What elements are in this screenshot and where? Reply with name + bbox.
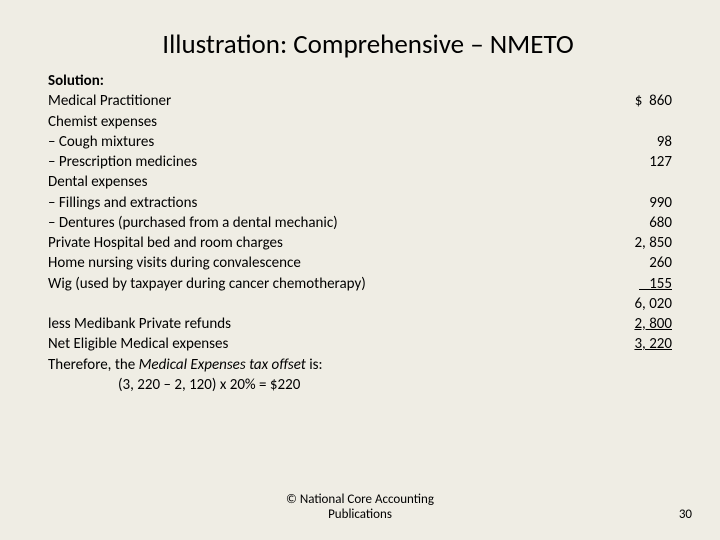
line-item: Dental expenses: [48, 172, 672, 192]
item-label: – Fillings and extractions: [48, 193, 602, 213]
item-label: – Cough mixtures: [48, 132, 602, 152]
item-amount: 260: [602, 253, 672, 273]
line-item: – Fillings and extractions 990: [48, 193, 672, 213]
item-amount: 98: [602, 132, 672, 152]
item-label: less Medibank Private refunds: [48, 314, 602, 334]
calc-line: (3, 220 – 2, 120) x 20% = $220: [48, 375, 672, 395]
solution-label: Solution:: [48, 71, 672, 91]
item-label: – Dentures (purchased from a dental mech…: [48, 213, 602, 233]
line-item: Home nursing visits during convalescence…: [48, 253, 672, 273]
line-item: 6, 020: [48, 294, 672, 314]
line-item: Wig (used by taxpayer during cancer chem…: [48, 274, 672, 294]
item-amount: 3, 220: [602, 334, 672, 354]
item-amount: 127: [602, 152, 672, 172]
item-label: Private Hospital bed and room charges: [48, 233, 602, 253]
item-label: – Prescription medicines: [48, 152, 602, 172]
line-item: Private Hospital bed and room charges 2,…: [48, 233, 672, 253]
content-area: Solution: Medical Practitioner $ 860 Che…: [48, 71, 672, 395]
item-amount: $ 860: [602, 91, 672, 111]
line-item: Medical Practitioner $ 860: [48, 91, 672, 111]
page-number: 30: [679, 507, 692, 522]
item-amount: 990: [602, 193, 672, 213]
item-label: Net Eligible Medical expenses: [48, 334, 602, 354]
item-label: Wig (used by taxpayer during cancer chem…: [48, 274, 602, 294]
line-item: less Medibank Private refunds 2, 800: [48, 314, 672, 334]
item-amount: 6, 020: [602, 294, 672, 314]
item-label: Home nursing visits during convalescence: [48, 253, 602, 273]
line-item: – Cough mixtures 98: [48, 132, 672, 152]
item-amount: 2, 850: [602, 233, 672, 253]
item-label: Chemist expenses: [48, 112, 602, 132]
item-label: Dental expenses: [48, 172, 602, 192]
item-amount: 680: [602, 213, 672, 233]
therefore-line: Therefore, the Medical Expenses tax offs…: [48, 355, 672, 375]
item-amount: 155: [602, 274, 672, 294]
item-label: Medical Practitioner: [48, 91, 602, 111]
footer-copyright: © National Core AccountingPublications: [0, 492, 720, 522]
slide-title: Illustration: Comprehensive – NMETO: [64, 28, 672, 61]
line-item: – Prescription medicines 127: [48, 152, 672, 172]
item-amount: 2, 800: [602, 314, 672, 334]
line-item: – Dentures (purchased from a dental mech…: [48, 213, 672, 233]
line-item: Chemist expenses: [48, 112, 672, 132]
line-item: Net Eligible Medical expenses 3, 220: [48, 334, 672, 354]
